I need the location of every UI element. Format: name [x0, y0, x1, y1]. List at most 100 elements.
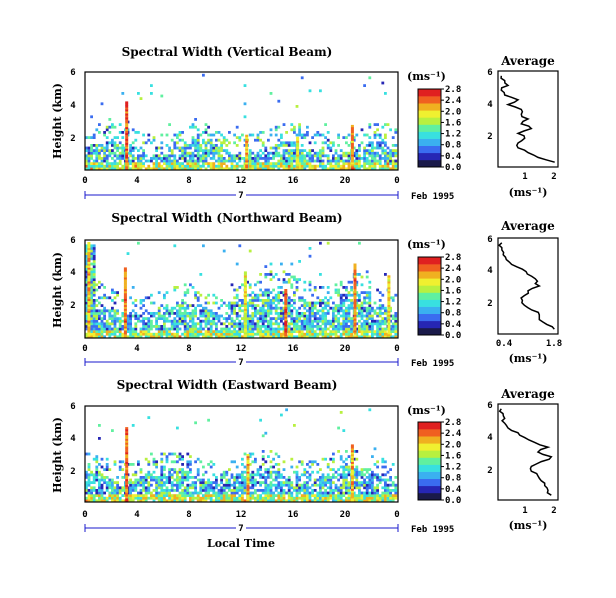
heatmap-cell: [342, 478, 346, 482]
heatmap-cell: [243, 159, 247, 163]
heatmap-cell: [277, 151, 281, 155]
heatmap-cell: [308, 159, 312, 163]
heatmap-column: [243, 334, 247, 337]
heatmap-cell: [334, 489, 338, 492]
heatmap-column: [353, 302, 357, 305]
heatmap-cell: [293, 151, 296, 155]
heatmap-cell: [207, 319, 210, 323]
heatmap-cell: [280, 291, 283, 294]
heatmap-cell: [321, 473, 325, 477]
heatmap-column: [350, 164, 354, 167]
heatmap-cell: [108, 162, 112, 165]
heatmap-cell: [230, 499, 234, 503]
heatmap-cell: [319, 486, 322, 490]
heatmap-cell: [360, 322, 364, 326]
heatmap-column: [87, 326, 91, 329]
heatmap-cell: [150, 494, 153, 497]
heatmap-column: [87, 257, 91, 260]
heatmap-column: [296, 144, 300, 147]
colorbar-band: [418, 299, 441, 307]
heatmap-cell: [147, 460, 151, 464]
heatmap-cell: [243, 84, 247, 87]
heatmap-cell: [155, 489, 158, 492]
heatmap-cell: [391, 136, 395, 139]
heatmap-cell: [371, 470, 374, 474]
heatmap-cell: [251, 159, 255, 163]
heatmap-cell: [118, 159, 122, 163]
heatmap-cell: [311, 483, 314, 487]
heatmap-cell: [274, 489, 278, 492]
y-ticks: 6 4 2: [70, 68, 76, 144]
heatmap-column: [123, 271, 127, 274]
heatmap-cell: [199, 304, 203, 307]
heatmap-cell: [90, 296, 93, 300]
heatmap-cell: [131, 141, 135, 145]
heatmap-cell: [298, 327, 301, 331]
heatmap-cell: [160, 330, 164, 333]
heatmap-cell: [147, 133, 151, 137]
heatmap-cell: [228, 157, 231, 160]
heatmap-column: [87, 292, 91, 296]
heatmap-cell: [347, 159, 351, 163]
heatmap-cell: [113, 317, 117, 320]
heatmap-cell: [121, 157, 125, 160]
heatmap-cell: [311, 164, 314, 168]
heatmap-cell: [147, 476, 151, 479]
x-axis-label: Local Time: [207, 537, 275, 550]
heatmap-column: [87, 269, 91, 272]
heatmap-cell: [108, 496, 112, 500]
heatmap-cell: [358, 164, 361, 168]
heatmap-cell: [381, 151, 385, 155]
heatmap-cell: [295, 278, 299, 281]
heatmap-cell: [355, 468, 359, 471]
heatmap-cell: [373, 167, 377, 171]
heatmap-cell: [274, 486, 278, 490]
heatmap-cell: [199, 322, 203, 326]
heatmap-column: [87, 277, 91, 280]
heatmap-cell: [243, 144, 247, 147]
heatmap-cell: [324, 499, 327, 503]
heatmap-cell: [170, 167, 174, 171]
heatmap-cell: [225, 335, 229, 339]
heatmap-cell: [238, 494, 242, 497]
heatmap-cell: [365, 491, 369, 495]
heatmap-cell: [233, 164, 236, 168]
heatmap-cell: [350, 293, 353, 297]
heatmap-cell: [199, 164, 203, 168]
heatmap-column: [87, 330, 91, 333]
heatmap-cell: [308, 280, 312, 284]
heatmap-cell: [137, 131, 140, 134]
heatmap-cell: [280, 141, 283, 145]
heatmap-column: [243, 291, 247, 294]
heatmap-cell: [358, 144, 361, 147]
heatmap-column: [123, 304, 127, 307]
heatmap-cell: [173, 327, 177, 331]
heatmap-cell: [230, 496, 234, 500]
heatmap-cell: [163, 167, 166, 171]
heatmap-cell: [329, 162, 333, 165]
heatmap-cell: [163, 452, 166, 456]
heatmap-cell: [100, 322, 104, 326]
heatmap-cell: [306, 476, 309, 479]
heatmap-cell: [298, 123, 301, 126]
heatmap-cell: [105, 489, 109, 492]
heatmap-cell: [142, 322, 145, 326]
heatmap-column: [125, 111, 129, 114]
heatmap-cell: [170, 151, 174, 155]
heatmap-cell: [300, 149, 304, 152]
heatmap-cell: [209, 164, 213, 168]
heatmap-cell: [90, 491, 93, 495]
heatmap-cell: [157, 157, 161, 160]
heatmap-cell: [248, 335, 252, 339]
heatmap-cell: [144, 491, 148, 495]
heatmap-column: [87, 296, 91, 300]
heatmap-cell: [168, 476, 171, 479]
heatmap-cell: [287, 309, 291, 313]
heatmap-cell: [360, 301, 364, 305]
heatmap-column: [87, 310, 91, 313]
heatmap-cell: [157, 335, 161, 339]
heatmap-cell: [113, 162, 117, 165]
heatmap-cell: [238, 138, 242, 142]
heatmap-cell: [85, 267, 88, 271]
heatmap-cell: [209, 322, 213, 326]
